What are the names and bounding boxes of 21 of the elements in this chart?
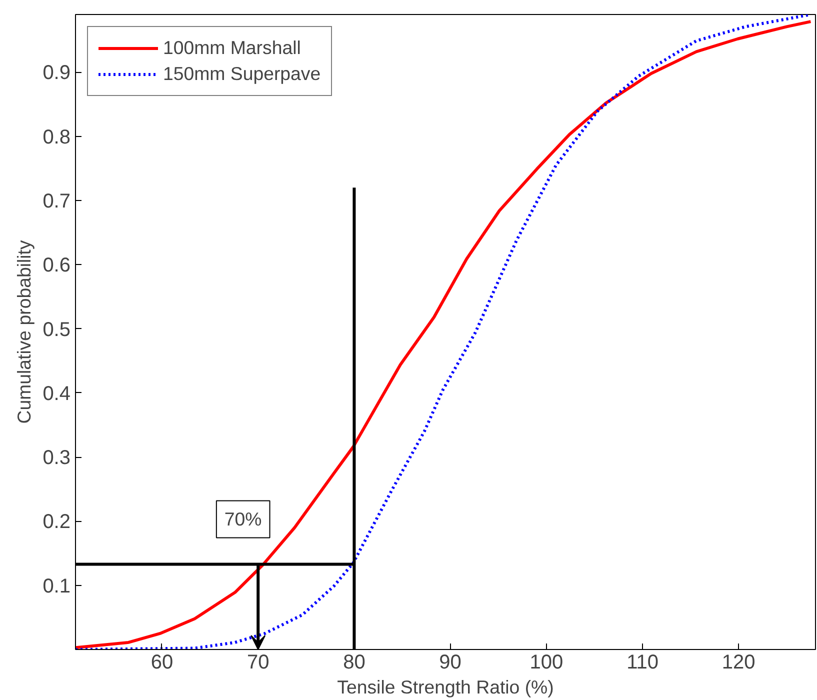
legend-label: 100mm Marshall <box>163 37 301 59</box>
y-tick-label: 0.6 <box>42 254 71 277</box>
x-axis-title: Tensile Strength Ratio (%) <box>337 676 554 698</box>
x-tick-label: 90 <box>439 652 462 674</box>
annotation: 70% <box>224 508 262 530</box>
y-tick-label: 0.9 <box>42 62 71 84</box>
x-tick-label: 110 <box>626 652 658 674</box>
x-tick-label: 120 <box>722 652 756 674</box>
y-tick-label: 0.7 <box>42 190 71 213</box>
y-tick-label: 0.4 <box>42 382 71 405</box>
y-tick-label: 0.1 <box>42 575 71 598</box>
y-tick-label: 0.3 <box>42 447 71 470</box>
y-tick-label: 0.8 <box>42 126 71 148</box>
x-tick-label: 80 <box>343 652 366 674</box>
legend-label: 150mm Superpave <box>163 63 321 85</box>
x-tick-label: 60 <box>150 652 174 674</box>
x-tick-label: 100 <box>530 652 564 674</box>
y-axis-title: Cumulative probability <box>14 240 35 424</box>
x-tick-label: 70 <box>246 652 270 674</box>
y-tick-label: 0.5 <box>42 318 71 341</box>
y-tick-label: 0.2 <box>42 511 71 534</box>
